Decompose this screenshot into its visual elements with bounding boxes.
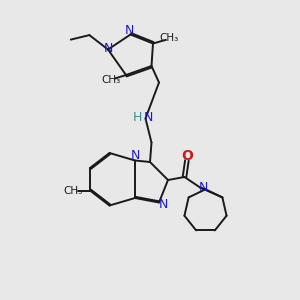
- Text: CH₃: CH₃: [101, 75, 121, 85]
- Text: CH₃: CH₃: [64, 185, 83, 196]
- Text: N: N: [144, 111, 153, 124]
- Text: N: N: [124, 24, 134, 37]
- Text: N: N: [199, 181, 208, 194]
- Text: O: O: [181, 149, 193, 163]
- Text: H: H: [132, 111, 142, 124]
- Text: N: N: [103, 41, 113, 55]
- Text: N: N: [159, 198, 168, 212]
- Text: CH₃: CH₃: [160, 33, 179, 43]
- Text: N: N: [131, 149, 141, 162]
